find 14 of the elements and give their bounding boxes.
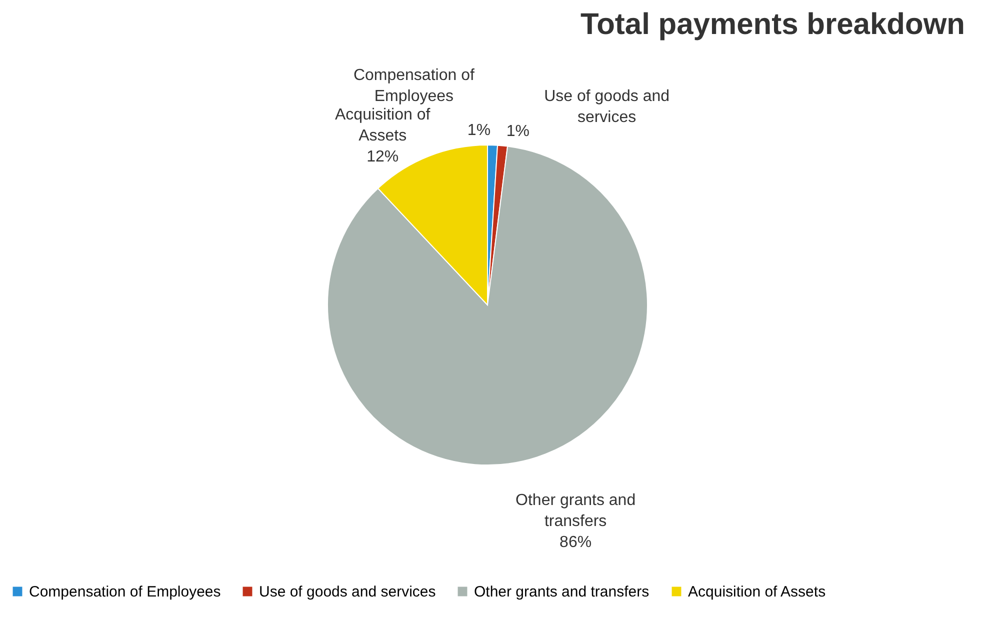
data-label: 12% xyxy=(366,148,399,166)
slice-label: Compensation of Employees xyxy=(353,67,475,106)
legend-label: Other grants and transfers xyxy=(474,584,650,601)
data-label: 1% xyxy=(506,122,530,140)
legend-label: Acquisition of Assets xyxy=(688,584,826,601)
pie-slice xyxy=(327,146,648,466)
slice-label: Other grants and transfers xyxy=(516,492,636,530)
data-label: 86% xyxy=(560,534,592,551)
legend-label: Compensation of Employees xyxy=(29,584,221,601)
slice-label: Acquisition of Assets xyxy=(335,106,431,144)
category-label: Use of goods and services xyxy=(544,88,670,126)
chart-title: Total payments breakdown xyxy=(580,8,965,41)
legend-label: Use of goods and services xyxy=(259,584,436,601)
data-label: 1% xyxy=(467,122,491,140)
